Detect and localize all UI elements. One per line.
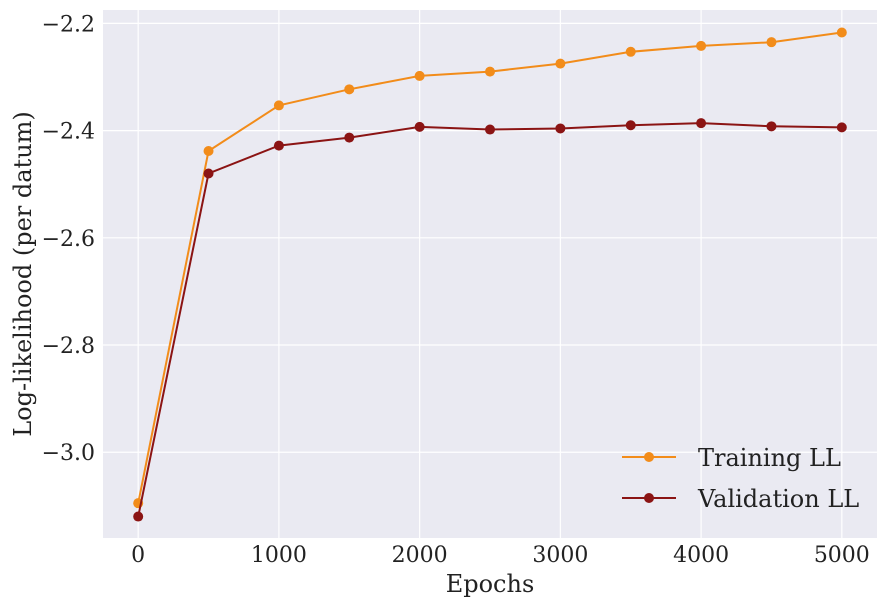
data-point xyxy=(766,121,777,132)
data-point xyxy=(836,27,847,38)
y-tick-labels: −3.0 −2.8 −2.6 −2.4 −2.2 xyxy=(42,12,95,466)
series-validation xyxy=(133,118,847,522)
y-tick-label: −3.0 xyxy=(42,441,95,466)
data-point xyxy=(133,511,144,522)
x-tick-label: 3000 xyxy=(532,543,588,568)
data-point xyxy=(555,58,566,69)
x-tick-label: 1000 xyxy=(251,543,307,568)
data-point xyxy=(273,100,284,111)
data-point xyxy=(555,123,566,134)
data-point xyxy=(696,40,707,51)
y-tick-label: −2.2 xyxy=(42,12,95,37)
plot-background xyxy=(103,10,877,538)
y-tick-label: −2.4 xyxy=(42,120,95,145)
x-tick-label: 0 xyxy=(131,543,145,568)
series-layer xyxy=(133,27,847,522)
data-point xyxy=(485,66,495,77)
data-point xyxy=(414,70,425,81)
y-tick-label: −2.8 xyxy=(42,334,95,359)
data-point xyxy=(273,140,284,151)
legend-label-training: Training LL xyxy=(698,444,841,472)
data-point xyxy=(203,145,214,156)
x-tick-labels: 0 1000 2000 3000 4000 5000 xyxy=(131,543,870,568)
legend-label-validation: Validation LL xyxy=(697,485,859,513)
series-training xyxy=(133,27,847,509)
x-tick-label: 5000 xyxy=(814,543,870,568)
data-point xyxy=(203,168,214,179)
data-point xyxy=(344,84,355,95)
legend: Training LL Validation LL xyxy=(622,444,859,513)
x-tick-label: 4000 xyxy=(673,543,729,568)
data-point xyxy=(625,120,636,131)
x-axis-label: Epochs xyxy=(446,570,535,598)
y-tick-label: −2.6 xyxy=(42,227,95,252)
legend-marker-training xyxy=(644,452,654,462)
data-point xyxy=(836,122,847,133)
data-point xyxy=(766,37,777,48)
data-point xyxy=(625,46,636,57)
x-tick-label: 2000 xyxy=(392,543,448,568)
data-point xyxy=(414,121,425,132)
y-axis-label: Log-likelihood (per datum) xyxy=(9,111,37,437)
data-point xyxy=(696,118,707,129)
legend-marker-validation xyxy=(644,493,654,503)
data-point xyxy=(344,132,355,143)
data-point xyxy=(485,124,495,135)
